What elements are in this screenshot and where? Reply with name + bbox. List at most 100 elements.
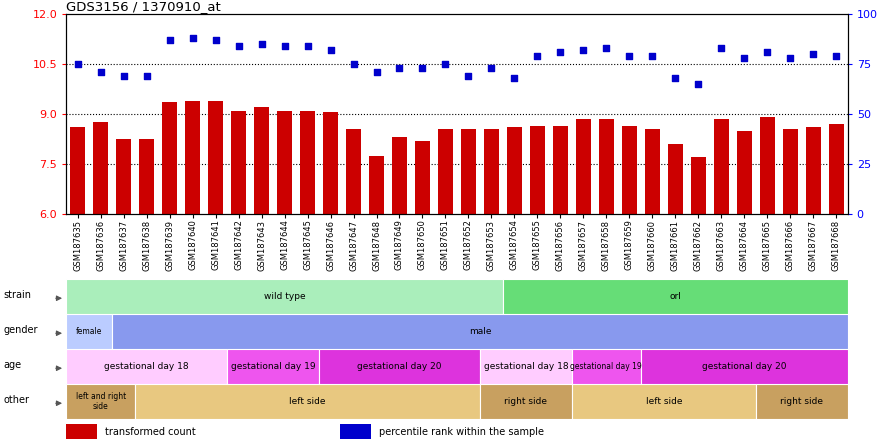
Point [668, 75, 683, 82]
Point [369, 68, 383, 75]
Text: gender: gender [4, 325, 38, 335]
Bar [66, 314, 112, 349]
Bar [645, 129, 660, 214]
Bar [736, 131, 751, 214]
Bar [66, 349, 227, 384]
Point [392, 64, 406, 71]
Point [415, 64, 429, 71]
Bar [668, 144, 683, 214]
Point [783, 55, 797, 62]
Bar [622, 126, 637, 214]
Text: gestational day 20: gestational day 20 [702, 362, 787, 371]
Bar [277, 111, 292, 214]
Bar [641, 349, 848, 384]
Point [231, 43, 245, 50]
Text: gestational day 18: gestational day 18 [104, 362, 189, 371]
Point [623, 52, 637, 59]
Bar [415, 141, 430, 214]
Text: gestational day 19: gestational day 19 [230, 362, 315, 371]
Point [577, 47, 591, 54]
Bar [392, 137, 407, 214]
Text: orl: orl [669, 292, 682, 301]
Bar [530, 126, 545, 214]
Text: left side: left side [645, 397, 682, 406]
Bar [66, 384, 135, 419]
Bar [480, 349, 572, 384]
Text: gestational day 20: gestational day 20 [358, 362, 442, 371]
Point [691, 80, 706, 87]
Bar [576, 119, 591, 214]
Point [140, 72, 154, 79]
Point [600, 44, 614, 52]
Bar [503, 279, 848, 314]
Bar [507, 127, 522, 214]
Bar [319, 349, 480, 384]
Text: gestational day 18: gestational day 18 [484, 362, 569, 371]
Bar [231, 111, 246, 214]
Bar [346, 129, 361, 214]
Text: transformed count: transformed count [105, 427, 196, 436]
Point [462, 72, 476, 79]
Point [554, 48, 568, 56]
Point [323, 47, 337, 54]
Text: other: other [4, 395, 29, 405]
Point [346, 60, 360, 67]
Bar [135, 384, 480, 419]
Bar [461, 129, 476, 214]
Text: female: female [76, 327, 102, 336]
Point [438, 60, 452, 67]
Bar [71, 127, 85, 214]
Point [254, 40, 268, 48]
Text: strain: strain [4, 290, 31, 300]
Bar [484, 129, 499, 214]
Point [806, 51, 820, 58]
Point [300, 43, 314, 50]
Text: right side: right side [781, 397, 823, 406]
Bar [572, 349, 641, 384]
Text: gestational day 19: gestational day 19 [570, 362, 642, 371]
Point [737, 55, 751, 62]
Bar [208, 101, 223, 214]
Bar [300, 111, 315, 214]
Bar [117, 139, 132, 214]
Bar [599, 119, 614, 214]
Text: wild type: wild type [264, 292, 306, 301]
Bar [713, 119, 728, 214]
Text: right side: right side [504, 397, 547, 406]
Text: left side: left side [290, 397, 326, 406]
Bar [782, 129, 797, 214]
Point [277, 43, 291, 50]
Bar [185, 101, 200, 214]
Point [531, 52, 545, 59]
Bar [480, 384, 572, 419]
Bar [759, 117, 774, 214]
Bar [756, 384, 848, 419]
Point [760, 48, 774, 56]
Point [71, 60, 85, 67]
Bar [369, 156, 384, 214]
Bar [140, 139, 155, 214]
Bar [553, 126, 568, 214]
Point [485, 64, 499, 71]
Bar [66, 424, 97, 439]
Bar [340, 424, 371, 439]
Bar [829, 124, 843, 214]
Bar [572, 384, 756, 419]
Point [162, 36, 177, 44]
Bar [254, 107, 269, 214]
Text: GDS3156 / 1370910_at: GDS3156 / 1370910_at [66, 0, 221, 13]
Bar [94, 123, 109, 214]
Point [208, 36, 223, 44]
Bar [323, 112, 338, 214]
Bar [227, 349, 319, 384]
Point [94, 68, 108, 75]
Point [714, 44, 728, 52]
Bar [805, 127, 820, 214]
Text: age: age [4, 360, 21, 370]
Point [508, 75, 522, 82]
Bar [691, 157, 706, 214]
Point [185, 35, 200, 42]
Text: left and right
side: left and right side [76, 392, 125, 411]
Point [645, 52, 660, 59]
Bar [66, 279, 503, 314]
